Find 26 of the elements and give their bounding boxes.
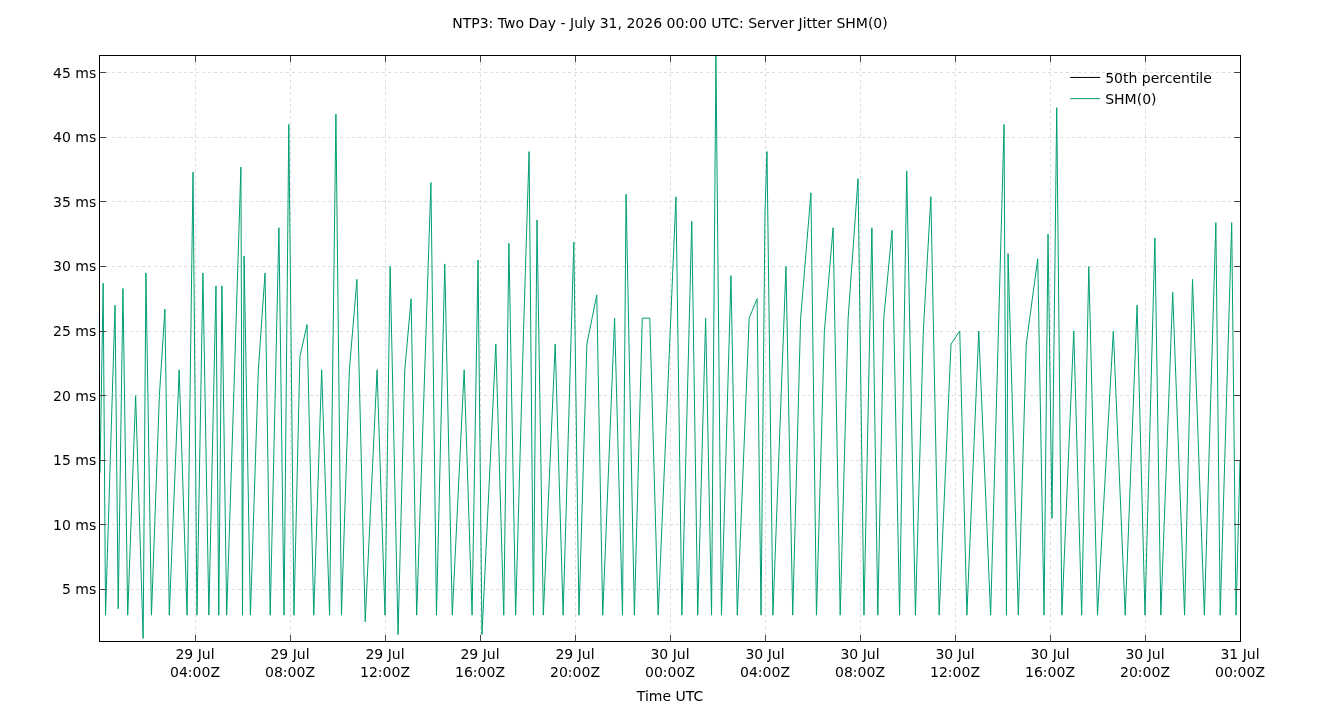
x-tick-label: 29 Jul 04:00Z (170, 645, 220, 680)
y-tick-label: 35 ms (53, 193, 97, 210)
legend-label: SHM(0) (1105, 91, 1157, 108)
x-tick-label: 31 Jul 00:00Z (1215, 645, 1265, 680)
x-tick-label: 30 Jul 20:00Z (1120, 645, 1170, 680)
x-tick-label: 29 Jul 12:00Z (360, 645, 410, 680)
line-series (100, 56, 1240, 639)
x-tick-label: 30 Jul 08:00Z (835, 645, 885, 680)
x-tick-label: 30 Jul 16:00Z (1025, 645, 1075, 680)
y-tick-label: 25 ms (53, 322, 97, 339)
legend-label: 50th percentile (1105, 69, 1212, 86)
y-tick-label: 10 ms (53, 516, 97, 533)
x-tick-label: 30 Jul 00:00Z (645, 645, 695, 680)
x-tick-label: 29 Jul 16:00Z (455, 645, 505, 680)
x-tick-label: 29 Jul 08:00Z (265, 645, 315, 680)
y-tick-label: 40 ms (53, 129, 97, 146)
x-axis-title: Time UTC (635, 688, 704, 705)
x-tick-label: 29 Jul 20:00Z (550, 645, 600, 680)
y-tick-label: 30 ms (53, 258, 97, 275)
x-tick-label: 30 Jul 12:00Z (930, 645, 980, 680)
y-tick-label: 20 ms (53, 387, 97, 404)
chart-title: NTP3: Two Day - July 31, 2026 00:00 UTC: Server Jitter SHM(0) (452, 14, 888, 31)
y-tick-label: 15 ms (53, 452, 97, 469)
x-tick-label: 30 Jul 04:00Z (740, 645, 790, 680)
y-tick-label: 5 ms (61, 581, 97, 598)
y-tick-label: 45 ms (53, 64, 97, 81)
